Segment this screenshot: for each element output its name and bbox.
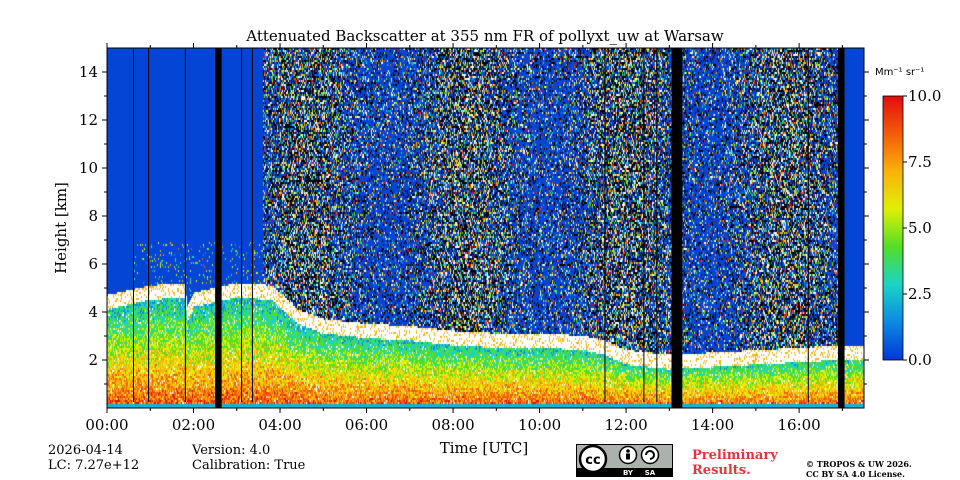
- colorbar: [882, 95, 904, 361]
- lc-label: LC: 7.27e+12: [48, 458, 140, 473]
- y-tick-label: 8: [88, 207, 98, 225]
- preliminary-line2: Results.: [692, 463, 751, 478]
- x-tick-label: 02:00: [172, 416, 215, 434]
- no-data-period: [671, 48, 683, 408]
- x-axis-label: Time [UTC]: [440, 439, 529, 457]
- colorbar-ticks: 0.0 2.5 5.0 7.5 10.0: [903, 87, 941, 369]
- x-tick-label: 10:00: [518, 416, 561, 434]
- x-tick-label: 06:00: [345, 416, 388, 434]
- colorbar-tick-label: 7.5: [908, 153, 932, 171]
- copyright-line1: © TROPOS & UW 2026.: [806, 459, 912, 469]
- x-tick-label: 16:00: [777, 416, 820, 434]
- x-tick-label: 14:00: [691, 416, 734, 434]
- cc-by-sa-badge: cc BY SA: [576, 444, 673, 477]
- x-tick-label: 12:00: [604, 416, 647, 434]
- badge-sa-text: SA: [645, 469, 656, 477]
- colorbar-tick-label: 0.0: [908, 351, 932, 369]
- backscatter-field: [107, 48, 864, 408]
- calibration-label: Calibration: True: [192, 458, 306, 473]
- no-data-period: [215, 48, 222, 408]
- x-tick-label: 08:00: [431, 416, 474, 434]
- plot-frame: [106, 47, 865, 409]
- preliminary-line1: Preliminary: [692, 448, 778, 463]
- no-data-line: [241, 48, 243, 402]
- y-tick-label: 12: [79, 111, 98, 129]
- y-axis-label: Height [km]: [52, 182, 70, 274]
- no-data-line: [148, 48, 150, 402]
- colorbar-tick-label: 10.0: [908, 87, 941, 105]
- y-tick-label: 10: [79, 159, 98, 177]
- colorbar-tick-label: 5.0: [908, 219, 932, 237]
- y-tick-label: 14: [79, 63, 98, 81]
- x-axis: 00:00 02:00 04:00 06:00 08:00 10:00 12:00 14:00…: [85, 43, 843, 434]
- no-data-line: [132, 48, 134, 402]
- y-tick-label: 4: [88, 303, 98, 321]
- y-tick-label: 2: [88, 351, 98, 369]
- colorbar-tick-label: 2.5: [908, 285, 932, 303]
- plot-area: [107, 48, 864, 408]
- colorbar-unit-label: Mm⁻¹ sr⁻¹: [875, 67, 924, 78]
- no-data-line: [656, 48, 658, 402]
- no-data-period: [838, 48, 845, 408]
- no-data-line: [184, 48, 186, 402]
- preliminary-results: Preliminary Results.: [692, 448, 778, 478]
- x-tick-label: 04:00: [258, 416, 301, 434]
- no-data-line: [251, 48, 253, 402]
- no-data-line: [604, 48, 606, 402]
- cc-icon: [578, 444, 608, 474]
- copyright: © TROPOS & UW 2026. CC BY SA 4.0 License…: [806, 459, 912, 479]
- x-tick-label: 00:00: [85, 416, 128, 434]
- badge-by-text: BY: [623, 469, 634, 477]
- y-axis: 2 4 6 8 10 12 14: [79, 63, 869, 385]
- svg-text:cc: cc: [585, 453, 600, 468]
- version-label: Version: 4.0: [192, 443, 271, 458]
- chart-title: Attenuated Backscatter at 355 nm FR of p…: [245, 27, 724, 45]
- copyright-line2: CC BY SA 4.0 License.: [806, 469, 905, 479]
- no-data-line: [807, 48, 809, 402]
- sa-icon: [640, 445, 660, 465]
- no-data-line: [643, 48, 645, 402]
- date-label: 2026-04-14: [48, 443, 123, 458]
- y-tick-label: 6: [88, 255, 98, 273]
